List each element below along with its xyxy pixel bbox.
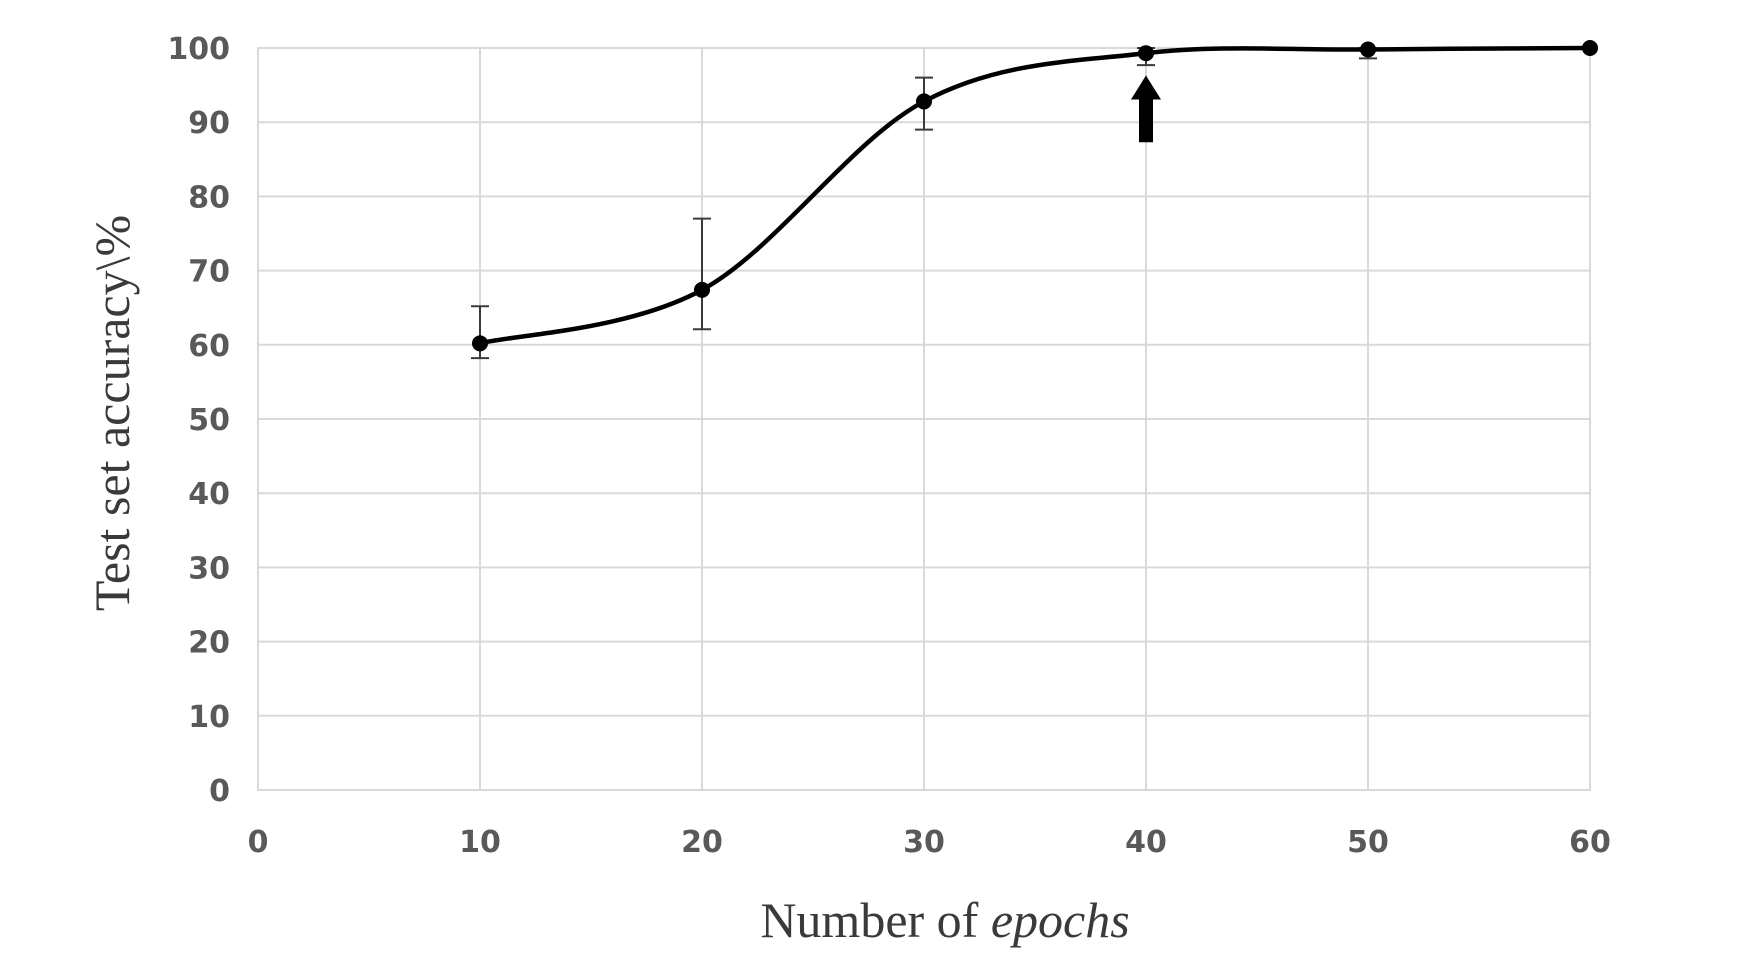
y-tick-label: 50 xyxy=(188,403,230,438)
x-tick-label: 60 xyxy=(1569,825,1611,860)
y-tick-label: 100 xyxy=(167,32,230,67)
x-tick-label: 10 xyxy=(459,825,501,860)
y-tick-label: 90 xyxy=(188,106,230,141)
y-tick-label: 40 xyxy=(188,477,230,512)
y-tick-label: 70 xyxy=(188,255,230,290)
plot-area xyxy=(257,47,1591,791)
data-point xyxy=(472,335,488,352)
x-axis-title-emphasis: epochs xyxy=(991,892,1130,948)
y-tick-label: 0 xyxy=(209,774,230,809)
data-markers xyxy=(472,40,1598,352)
y-tick-label: 80 xyxy=(188,180,230,215)
x-tick-label: 50 xyxy=(1347,825,1389,860)
data-point xyxy=(694,281,710,298)
data-point xyxy=(1360,41,1376,58)
x-tick-label: 40 xyxy=(1125,825,1167,860)
y-axis-ticks: 0 10 20 30 40 50 60 70 80 90 100 xyxy=(167,32,230,809)
accuracy-curve xyxy=(479,45,1591,346)
x-tick-label: 20 xyxy=(681,825,723,860)
data-point xyxy=(916,93,932,110)
y-axis-title: Test set accuracy\% xyxy=(84,215,140,611)
x-axis-title: Number of epochs xyxy=(760,892,1129,948)
x-tick-label: 30 xyxy=(903,825,945,860)
grid xyxy=(257,47,1591,791)
data-point xyxy=(1582,40,1598,56)
data-point xyxy=(1138,45,1154,62)
x-axis-title-prefix: Number of xyxy=(760,892,991,948)
y-tick-label: 20 xyxy=(188,626,230,661)
arrow-up-icon xyxy=(1131,75,1161,143)
y-tick-label: 30 xyxy=(188,551,230,586)
x-axis-ticks: 0 10 20 30 40 50 60 xyxy=(248,825,1611,860)
x-tick-label: 0 xyxy=(248,825,269,860)
y-tick-label: 60 xyxy=(188,329,230,364)
annotations xyxy=(1131,75,1161,143)
y-tick-label: 10 xyxy=(188,700,230,735)
